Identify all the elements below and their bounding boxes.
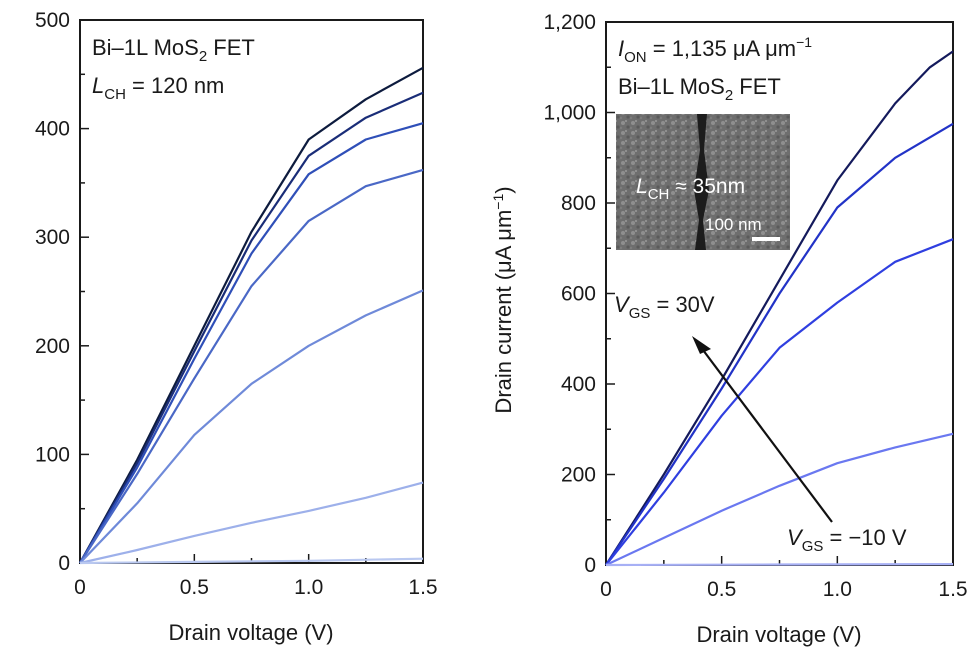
right-series-line-4 [605,432,954,566]
right-x-tick-label: 1.0 [823,578,852,601]
right-y-axis-label: Drain current (μA μm−1) [490,186,516,413]
left-x-tick-label: 1.5 [408,576,437,599]
vgs-trend-arrow [692,336,833,523]
inset-scale-label: 100 nm [705,215,762,234]
right-series-line-3 [605,238,954,566]
right-y-tick-label: 400 [561,373,596,396]
left-series-group [79,66,424,565]
left-x-axis-label: Drain voltage (V) [168,620,333,645]
left-x-tick-label: 0.5 [180,576,209,599]
channel-gap [694,114,709,250]
left-series-line-7 [79,557,424,565]
vgs-high-label: VGS = 30V [614,292,715,322]
left-x-tick-label: 0 [74,576,86,599]
left-series-line-5 [79,289,424,564]
left-y-tick-label: 0 [58,552,70,575]
right-series-line-1 [605,50,954,566]
right-y-tick-label: 600 [561,283,596,306]
right-x-axis-label: Drain voltage (V) [696,622,861,647]
right-y-tick-label: 200 [561,464,596,487]
left-x-tick-label: 1.0 [294,576,323,599]
right-panel: 0 200 400 600 800 1,000 1,200 0 0.5 1.0 1.5 Drain … [490,11,968,647]
right-y-tick-label: 800 [561,192,596,215]
left-series-line-2 [79,91,424,564]
right-x-tick-label: 1.5 [938,578,967,601]
left-y-tick-label: 400 [35,118,70,141]
sem-inset-image: LCH ≈ 35nm 100 nm [616,114,790,250]
right-ion-label: ION = 1,135 μA μm−1 [618,34,812,66]
left-series-line-4 [79,168,424,564]
right-y-tick-label: 1,000 [543,102,596,125]
right-tick-labels: 0 200 400 600 800 1,000 1,200 0 0.5 1.0 1.5 [543,11,967,601]
inset-scale-bar [752,237,780,241]
left-panel: 0 100 200 300 400 500 0 0.5 1.0 1.5 Drain voltage… [35,9,438,645]
left-device-label: Bi–1L MoS2 FET [92,35,255,65]
left-y-tick-label: 100 [35,443,70,466]
left-series-line-1 [79,66,424,564]
right-device-label: Bi–1L MoS2 FET [618,74,781,104]
right-y-tick-label: 0 [584,554,596,577]
left-series-line-6 [79,481,424,565]
right-series-line-5 [605,563,954,567]
vgs-low-label: VGS = −10 V [787,525,907,555]
right-series-line-2 [605,122,954,566]
right-x-tick-label: 0.5 [707,578,736,601]
left-series-line-3 [79,122,424,564]
left-y-tick-label: 200 [35,335,70,358]
right-series-group [605,50,954,567]
right-x-tick-label: 0 [600,578,612,601]
left-y-tick-label: 300 [35,226,70,249]
right-y-tick-label: 1,200 [543,11,596,34]
left-tick-labels: 0 100 200 300 400 500 0 0.5 1.0 1.5 [35,9,438,599]
left-y-tick-label: 500 [35,9,70,32]
left-channel-length-label: LCH = 120 nm [92,73,224,103]
inset-channel-length-label: LCH ≈ 35nm [636,175,745,203]
